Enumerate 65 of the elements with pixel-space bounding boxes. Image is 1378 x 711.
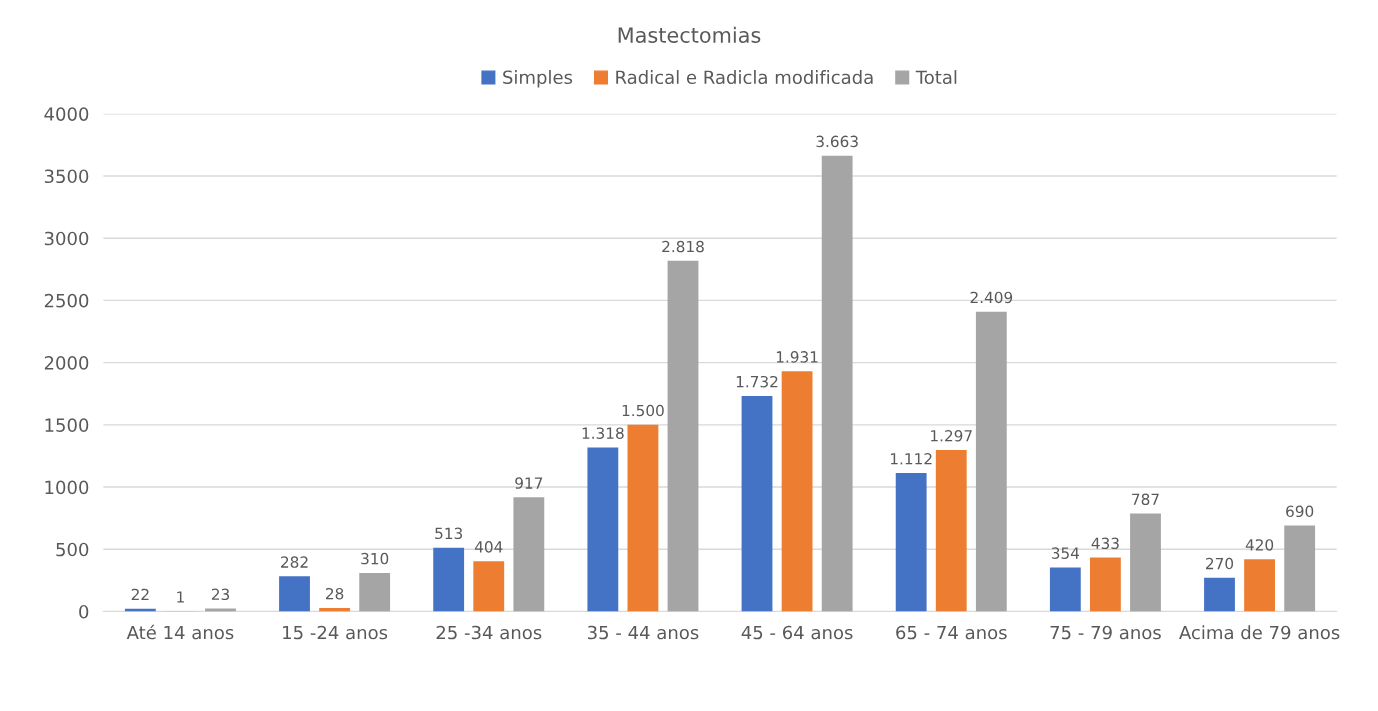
- bar: [627, 424, 659, 612]
- bar: [1090, 557, 1121, 612]
- legend-label: Simples: [503, 70, 573, 88]
- data-label: 270: [1206, 557, 1234, 570]
- data-label: 1.318: [582, 427, 624, 439]
- data-label: 22: [131, 588, 149, 600]
- data-label: 433: [1091, 537, 1119, 550]
- x-tick-label: 15 -24 anos: [283, 625, 388, 640]
- legend-label: Radical e Radicla modificada: [616, 70, 873, 85]
- bar: [587, 447, 619, 612]
- bar: [975, 311, 1007, 612]
- data-label: 1.732: [736, 375, 778, 388]
- bar: [1284, 525, 1316, 612]
- data-label: 1.112: [890, 453, 932, 465]
- y-tick-label: 0: [79, 604, 89, 619]
- data-label: 513: [435, 527, 463, 540]
- y-tick-label: 500: [56, 542, 89, 557]
- y-tick-label: 1000: [45, 480, 89, 495]
- bar: [359, 572, 391, 612]
- data-label: 917: [515, 477, 543, 489]
- data-label: 420: [1245, 539, 1274, 551]
- bar: [513, 497, 545, 612]
- bar: [279, 576, 310, 612]
- legend-label: Total: [915, 70, 957, 85]
- data-label: 282: [281, 556, 308, 568]
- y-tick-label: 2500: [44, 293, 89, 308]
- y-tick-label: 3000: [44, 231, 89, 246]
- bar: [1204, 577, 1235, 612]
- y-tick-label: 2000: [44, 356, 89, 370]
- bar: [821, 155, 853, 612]
- y-tick-label: 4000: [44, 107, 89, 121]
- x-tick-label: 45 - 64 anos: [741, 625, 853, 640]
- data-label: 23: [211, 588, 230, 601]
- data-label: 1.297: [931, 430, 972, 442]
- bar: [781, 371, 813, 612]
- bar: [1244, 559, 1275, 612]
- y-tick-label: 3500: [44, 169, 89, 184]
- x-tick-label: Acima de 79 anos: [1179, 625, 1340, 640]
- bar: [667, 260, 699, 612]
- data-label: 2.818: [662, 240, 704, 253]
- bar: [433, 547, 465, 612]
- data-label: 1.931: [776, 351, 818, 363]
- bar: [741, 395, 773, 612]
- data-label: 404: [474, 541, 503, 553]
- bar: [935, 450, 967, 612]
- data-label: 787: [1132, 493, 1159, 506]
- data-label: 2.409: [970, 291, 1013, 304]
- x-tick-label: 75 - 79 anos: [1050, 625, 1161, 640]
- x-tick-label: 65 - 74 anos: [896, 625, 1007, 640]
- y-tick-label: 1500: [45, 418, 89, 432]
- data-label: 3.663: [816, 135, 858, 148]
- data-label: 1: [177, 591, 184, 603]
- x-tick-label: Até 14 anos: [126, 624, 234, 640]
- data-label: 310: [361, 552, 389, 565]
- data-label: 1.500: [622, 404, 664, 417]
- data-label: 354: [1051, 547, 1080, 559]
- chart-title: Mastectomias: [618, 26, 761, 43]
- data-label: 28: [325, 587, 344, 600]
- bar: [895, 473, 927, 612]
- bar: [1130, 513, 1161, 612]
- x-tick-label: 25 -34 anos: [436, 625, 542, 640]
- bar: [473, 561, 505, 612]
- data-label: 690: [1286, 505, 1314, 518]
- bar: [1049, 567, 1081, 612]
- x-tick-label: 35 - 44 anos: [587, 625, 699, 640]
